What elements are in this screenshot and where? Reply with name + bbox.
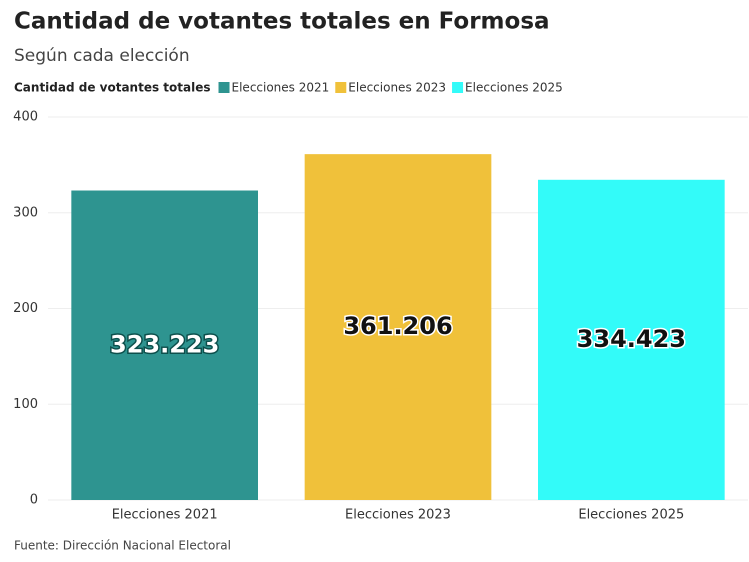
legend-swatch [335,82,347,93]
y-tick-label: 400 [13,110,38,125]
legend-label: Elecciones 2023 [348,81,446,95]
bar [71,190,258,500]
bar [304,154,492,500]
x-tick-label: Elecciones 2023 [345,508,451,523]
y-tick-label: 100 [13,397,38,412]
y-tick-label: 200 [13,301,38,316]
legend-swatch [452,82,464,93]
legend-swatch [218,82,230,93]
y-tick-label: 0 [30,493,38,508]
legend-label: Elecciones 2025 [465,81,563,95]
legend-title: Cantidad de votantes totales [14,81,211,95]
data-label: 361.206 [343,312,452,340]
y-tick-label: 300 [13,205,38,220]
legend-label: Elecciones 2021 [232,81,330,95]
bar [538,179,725,500]
chart-title: Cantidad de votantes totales en Formosa [14,9,550,35]
data-label: 323.223 [110,330,219,358]
data-label: 334.423 [577,325,686,353]
x-tick-label: Elecciones 2021 [112,508,218,523]
source: Fuente: Dirección Nacional Electoral [14,539,231,553]
chart-subtitle: Según cada elección [14,46,190,66]
x-tick-label: Elecciones 2025 [578,508,684,523]
